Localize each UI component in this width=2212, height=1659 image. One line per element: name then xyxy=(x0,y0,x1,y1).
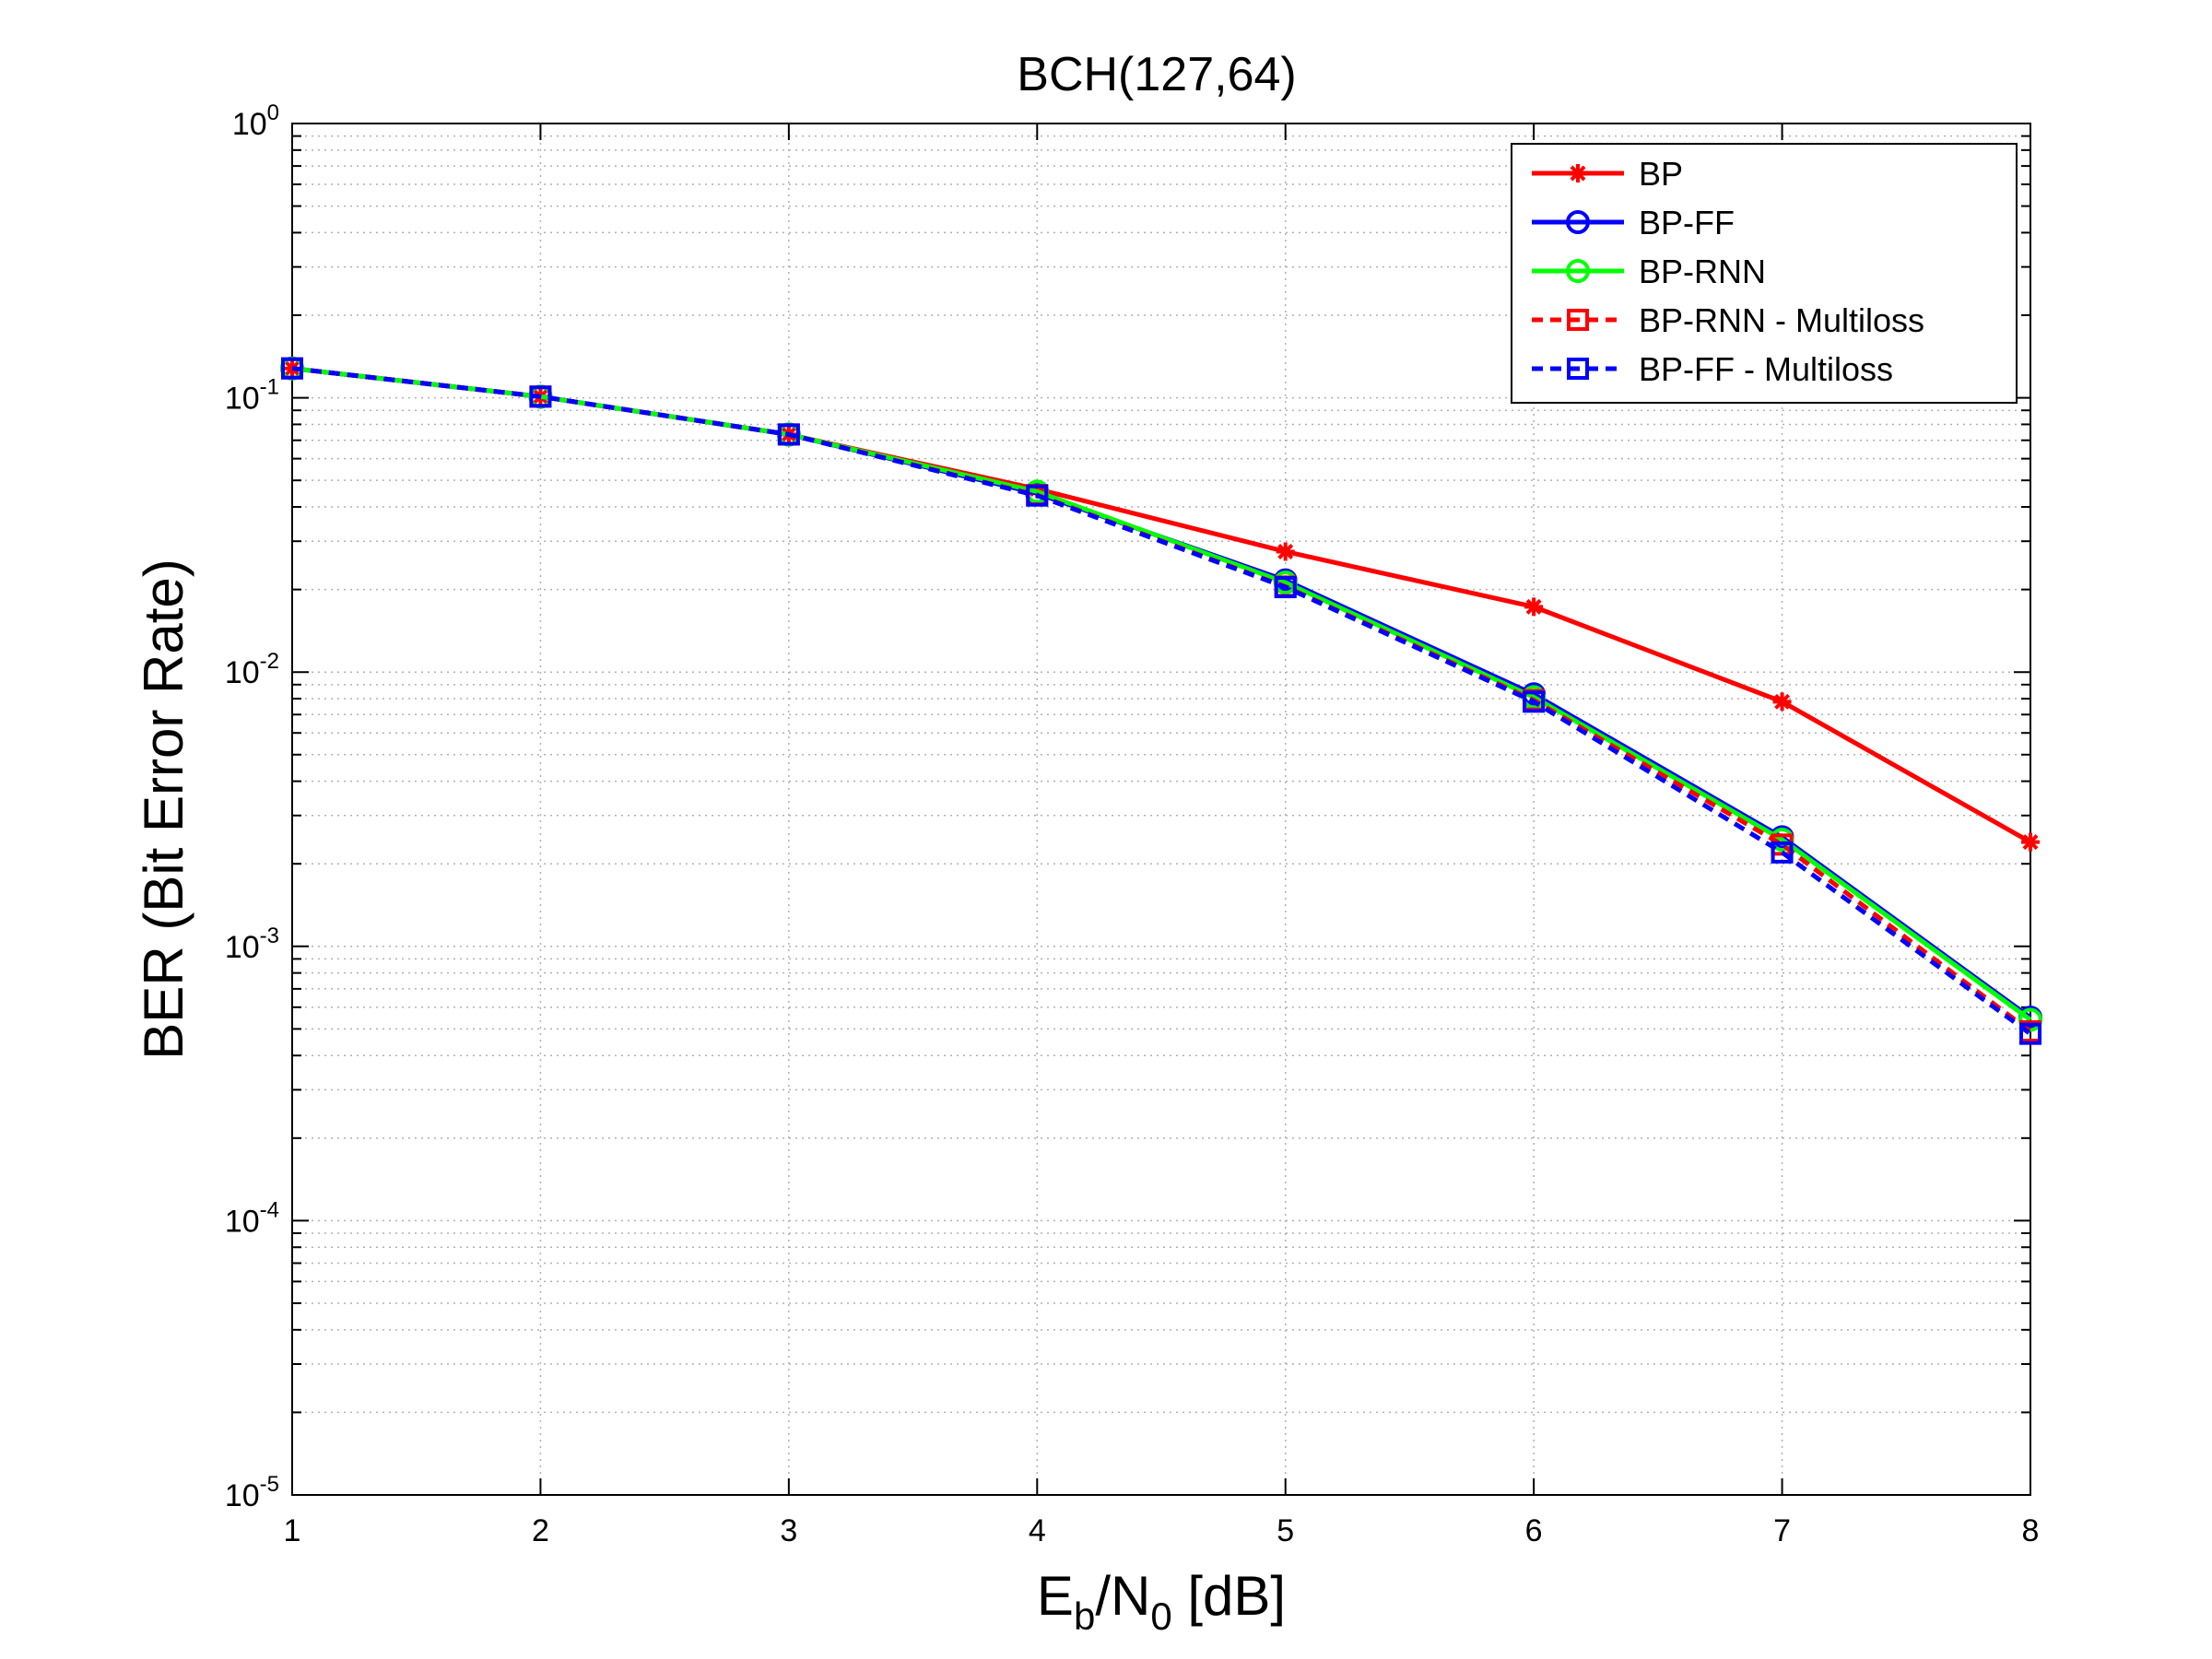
legend-marker xyxy=(1566,259,1590,283)
data-point xyxy=(1523,690,1546,713)
series-line-bp-ff-multiloss xyxy=(291,366,2032,1036)
series-bp-ff-multiloss xyxy=(281,357,2041,1045)
x-tick-label: 5 xyxy=(1277,1513,1294,1548)
y-tick-label: 10-2 xyxy=(225,649,279,690)
x-tick-label: 2 xyxy=(532,1513,549,1548)
legend-label: BP-RNN xyxy=(1639,253,1766,290)
data-point xyxy=(281,357,303,380)
legend-label: BP-RNN - Multiloss xyxy=(1639,301,1924,339)
x-axis-label: Eb/N0 [dB] xyxy=(1037,1565,1286,1638)
x-tick-label: 3 xyxy=(780,1513,797,1548)
axes: 1 2 3 4 5 6 7 8 100 10-1 10-2 10-3 10-4 10-5 xyxy=(225,100,2040,1548)
data-point xyxy=(1026,484,1049,507)
legend-marker xyxy=(1566,210,1590,234)
legend-label: BP xyxy=(1639,155,1683,193)
data-point xyxy=(2019,1022,2041,1045)
chart-title: BCH(127,64) xyxy=(1017,48,1296,101)
axes-box xyxy=(291,123,2031,1496)
x-tick-label: 6 xyxy=(1525,1513,1543,1548)
y-tick-label: 10-5 xyxy=(225,1472,279,1513)
y-tick-label: 10-1 xyxy=(225,375,279,417)
y-axis-label: BER (Bit Error Rate) xyxy=(133,559,194,1059)
data-point xyxy=(1524,597,1544,617)
axis-labels: Eb/N0 [dB] BER (Bit Error Rate) xyxy=(133,559,1286,1638)
legend-marker xyxy=(1569,164,1587,182)
x-tick-label: 4 xyxy=(1029,1513,1046,1548)
data-point xyxy=(1274,576,1297,599)
legend-entry: BP xyxy=(1532,155,1683,193)
legend-marker xyxy=(1567,358,1589,380)
series-line-bp-rnn xyxy=(291,366,2032,1022)
series-layer xyxy=(280,356,2042,1045)
legend-marker xyxy=(1567,309,1589,331)
y-tick-label: 10-4 xyxy=(225,1197,279,1239)
legend-label: BP-FF - Multiloss xyxy=(1639,350,1893,388)
legend-entry: BP-RNN xyxy=(1532,253,1766,290)
x-tick-label: 8 xyxy=(2022,1513,2040,1548)
data-point xyxy=(1771,841,1794,864)
x-tick-label: 1 xyxy=(284,1513,301,1548)
data-point xyxy=(777,423,800,446)
y-tick-label: 10-3 xyxy=(225,924,279,965)
legend: BP BP-FF BP-RNN BP-RNN - Multiloss BP-FF - M… xyxy=(1511,143,2018,404)
legend-entry: BP-RNN - Multiloss xyxy=(1532,301,1924,339)
y-tick-label: 100 xyxy=(232,100,279,142)
data-point xyxy=(1772,692,1792,712)
legend-label: BP-FF xyxy=(1639,204,1735,241)
legend-entry: BP-FF - Multiloss xyxy=(1532,350,1893,388)
data-point xyxy=(2018,1007,2042,1032)
legend-entry: BP-FF xyxy=(1532,204,1735,241)
data-point xyxy=(1276,542,1295,561)
x-tick-label: 7 xyxy=(1773,1513,1791,1548)
data-point xyxy=(2021,832,2040,852)
data-point xyxy=(529,385,552,408)
